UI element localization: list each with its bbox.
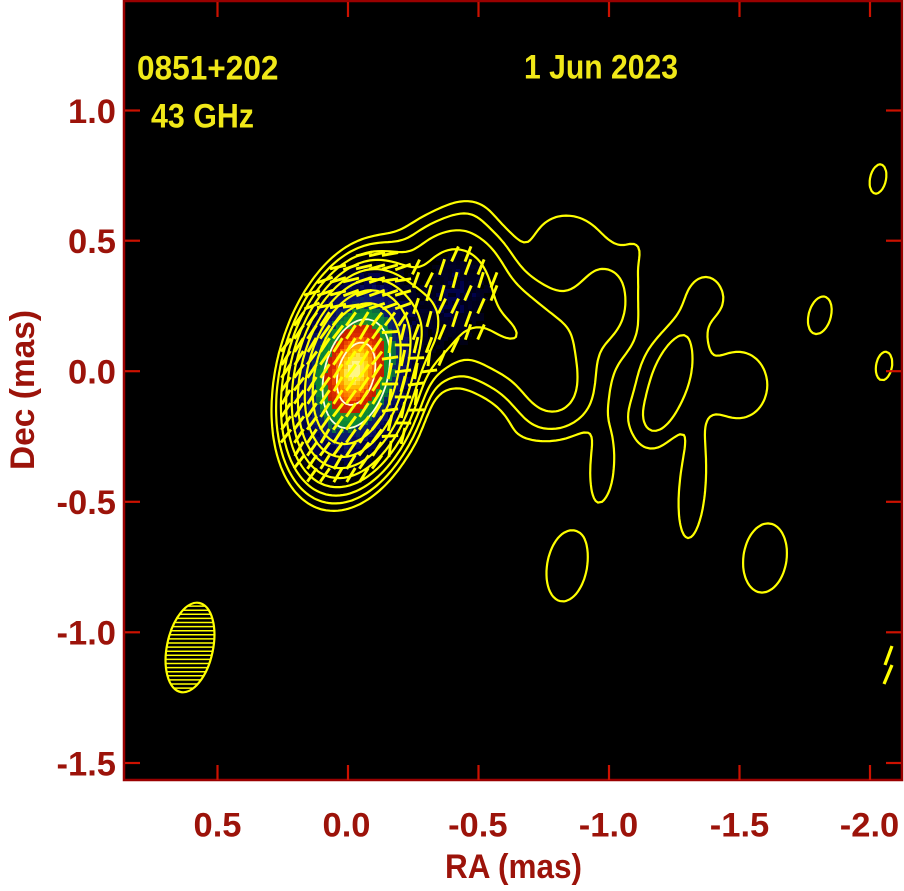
svg-text:0.0: 0.0 xyxy=(68,354,116,392)
svg-text:0851+202: 0851+202 xyxy=(137,50,279,88)
svg-text:-1.5: -1.5 xyxy=(57,746,116,784)
svg-text:0.5: 0.5 xyxy=(194,807,242,845)
svg-text:43 GHz: 43 GHz xyxy=(151,98,254,136)
svg-text:-2.0: -2.0 xyxy=(840,807,899,845)
svg-text:1 Jun 2023: 1 Jun 2023 xyxy=(524,49,678,87)
svg-text:-0.5: -0.5 xyxy=(448,807,507,845)
svg-text:-1.0: -1.0 xyxy=(579,807,638,845)
svg-text:Dec (mas): Dec (mas) xyxy=(4,310,42,470)
svg-text:-1.0: -1.0 xyxy=(57,615,116,653)
svg-text:1.0: 1.0 xyxy=(68,93,116,131)
svg-text:RA (mas): RA (mas) xyxy=(445,848,582,886)
svg-text:-0.5: -0.5 xyxy=(57,484,116,522)
svg-text:-1.5: -1.5 xyxy=(710,807,769,845)
svg-text:0.0: 0.0 xyxy=(323,807,371,845)
svg-text:0.5: 0.5 xyxy=(68,223,116,261)
